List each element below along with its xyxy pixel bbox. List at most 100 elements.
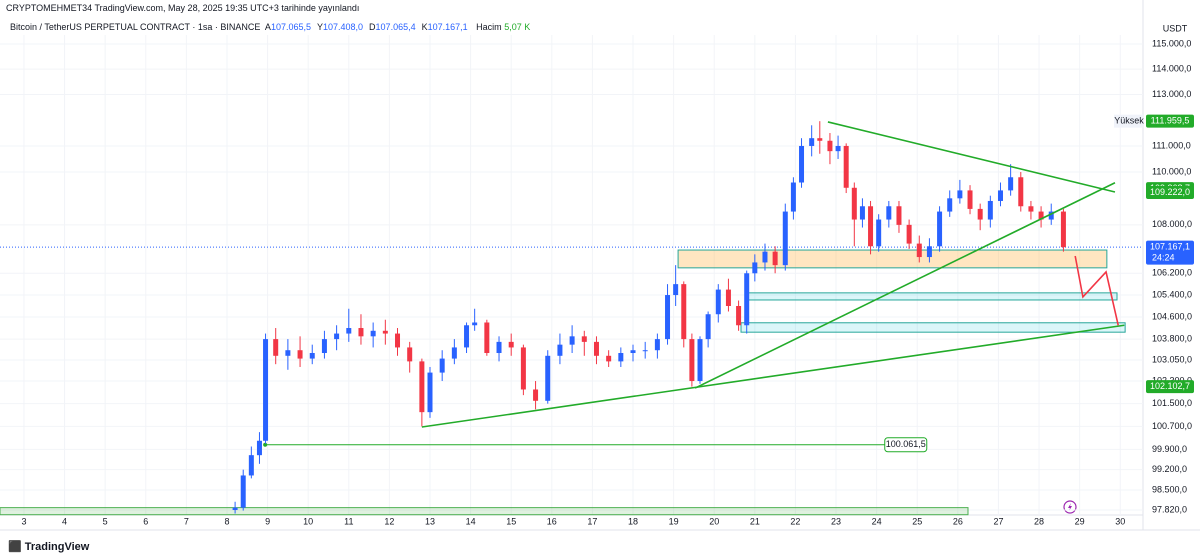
ohlc-value: 107.167,1 bbox=[427, 22, 468, 32]
y-tick-label: 103.050,0 bbox=[1152, 354, 1192, 364]
x-tick-label: 23 bbox=[831, 516, 841, 526]
candle-body bbox=[762, 251, 768, 263]
candle-body bbox=[407, 347, 413, 362]
candle-body bbox=[859, 206, 865, 220]
candle-body bbox=[851, 187, 857, 220]
candle-body bbox=[297, 350, 303, 359]
candle-body bbox=[451, 347, 457, 359]
zone bbox=[0, 507, 969, 516]
x-tick-label: 9 bbox=[265, 516, 270, 526]
y-tick-label: 100.700,0 bbox=[1152, 421, 1192, 431]
candle-body bbox=[736, 305, 742, 326]
x-tick-label: 15 bbox=[506, 516, 516, 526]
candle-body bbox=[809, 138, 815, 146]
y-tick-label: 101.500,0 bbox=[1152, 398, 1192, 408]
y-tick-label: 111.000,0 bbox=[1152, 140, 1191, 150]
y-tick-label: 97.820,0 bbox=[1152, 504, 1187, 514]
price-badge bbox=[1146, 240, 1194, 265]
candle-body bbox=[654, 339, 660, 351]
candle-body bbox=[240, 475, 246, 508]
x-tick-label: 25 bbox=[912, 516, 922, 526]
candle-body bbox=[321, 339, 327, 354]
candle-body bbox=[285, 350, 291, 356]
candle-body bbox=[248, 455, 254, 476]
zone bbox=[740, 322, 1126, 333]
plot-area: 100.061,5 bbox=[0, 35, 1143, 516]
x-tick-label: 17 bbox=[587, 516, 597, 526]
candle-body bbox=[705, 314, 711, 340]
x-tick-label: 3 bbox=[21, 516, 26, 526]
candle-body bbox=[256, 440, 262, 456]
candle-body bbox=[273, 339, 279, 356]
candle-body bbox=[439, 358, 445, 373]
candle-body bbox=[715, 289, 721, 315]
x-tick-label: 26 bbox=[953, 516, 963, 526]
level-label-box bbox=[884, 437, 928, 453]
x-tick-label: 11 bbox=[344, 516, 353, 526]
candle-body bbox=[520, 347, 526, 390]
candle-body bbox=[987, 200, 993, 220]
level-label: 100.061,5 bbox=[886, 439, 926, 449]
candle-body bbox=[593, 341, 599, 356]
candle-body bbox=[947, 198, 953, 212]
ohlc: A107.065,5 Y107.408,0 D107.065,4 K107.167,1 bbox=[263, 22, 472, 32]
candle-body bbox=[843, 145, 849, 188]
x-tick-label: 28 bbox=[1034, 516, 1044, 526]
candle-body bbox=[868, 206, 874, 247]
candle-body bbox=[370, 330, 376, 337]
zone bbox=[744, 292, 1118, 301]
candle-body bbox=[581, 336, 587, 342]
candle-body bbox=[876, 219, 882, 247]
candle-body bbox=[630, 350, 636, 354]
x-tick-label: 22 bbox=[790, 516, 800, 526]
price-tag-box bbox=[1114, 114, 1144, 128]
trend-line bbox=[1074, 255, 1120, 326]
y-tick-label: 110.000,0 bbox=[1152, 166, 1191, 176]
price-badge bbox=[1146, 380, 1194, 394]
x-tick-label: 4 bbox=[62, 516, 67, 526]
x-tick-label: 21 bbox=[750, 516, 760, 526]
level-anchor bbox=[263, 442, 268, 447]
ohlc-value: 107.065,5 bbox=[270, 22, 311, 32]
price-badge-label: 102.102,7 bbox=[1150, 381, 1190, 391]
candle-body bbox=[1048, 211, 1054, 220]
candle-body bbox=[967, 190, 973, 209]
x-tick-label: 29 bbox=[1075, 516, 1085, 526]
candle-body bbox=[790, 182, 796, 212]
candle-body bbox=[673, 284, 679, 296]
zone bbox=[677, 249, 1108, 269]
symbol: Bitcoin / TetherUS PERPETUAL CONTRACT · … bbox=[10, 22, 261, 32]
candle-body bbox=[427, 372, 433, 413]
candle-body bbox=[618, 353, 624, 362]
candle-body bbox=[569, 336, 575, 345]
price-badge bbox=[1146, 185, 1194, 199]
candle-body bbox=[1038, 211, 1044, 220]
y-tick-label: 108.000,0 bbox=[1152, 219, 1192, 229]
candle-body bbox=[346, 328, 352, 334]
candle-body bbox=[937, 211, 943, 247]
candle-body bbox=[835, 145, 841, 152]
candle-body bbox=[496, 341, 502, 354]
candle-body bbox=[817, 138, 823, 141]
x-tick-label: 5 bbox=[103, 516, 108, 526]
candle-body bbox=[263, 339, 269, 441]
x-tick-label: 24 bbox=[872, 516, 882, 526]
candle-body bbox=[395, 333, 401, 348]
candle-body bbox=[232, 507, 238, 510]
candle-body bbox=[906, 224, 912, 244]
candle-body bbox=[886, 206, 892, 220]
candle-body bbox=[926, 246, 932, 258]
y-tick-label: 104.600,0 bbox=[1152, 311, 1192, 321]
candle-body bbox=[997, 190, 1003, 201]
x-tick-label: 7 bbox=[184, 516, 189, 526]
y-tick-label: 103.800,0 bbox=[1152, 333, 1192, 343]
trend-line bbox=[827, 121, 1116, 193]
x-tick-label: 27 bbox=[993, 516, 1003, 526]
x-tick-label: 20 bbox=[709, 516, 719, 526]
price-badge-sub: 24:24 bbox=[1152, 253, 1175, 263]
candle-body bbox=[1018, 177, 1024, 207]
brand: ⬛ TradingView bbox=[8, 541, 90, 553]
x-tick-label: 6 bbox=[143, 516, 148, 526]
